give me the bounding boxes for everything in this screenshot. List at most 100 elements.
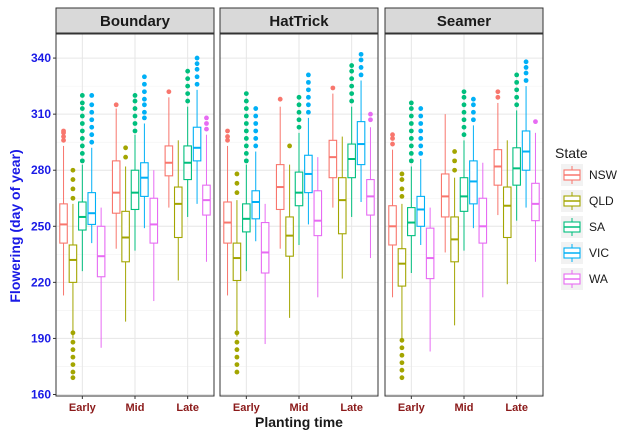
box-wa-mid bbox=[478, 162, 488, 298]
box-iqr bbox=[313, 190, 323, 237]
legend-label: WA bbox=[589, 272, 608, 286]
y-axis: 160 190 220 250 280 310 340 bbox=[31, 51, 56, 402]
outlier-point bbox=[243, 121, 249, 126]
outlier-point bbox=[79, 121, 85, 126]
box-sa-early bbox=[78, 93, 87, 272]
outlier-point bbox=[461, 117, 467, 123]
outlier-point bbox=[70, 362, 76, 367]
outlier-point bbox=[418, 113, 424, 119]
outlier-point bbox=[243, 106, 249, 111]
outlier-point bbox=[89, 132, 95, 138]
box-vic-early bbox=[416, 106, 426, 245]
outlier-point bbox=[399, 177, 405, 182]
x-axis: Early Mid Late Early Mid Late Early Mid Late bbox=[69, 396, 528, 414]
outlier-point bbox=[79, 100, 85, 106]
box-iqr bbox=[425, 227, 435, 280]
outlier-point bbox=[368, 117, 373, 123]
x-tick-label: Mid bbox=[455, 402, 474, 414]
facet-strip bbox=[219, 7, 379, 34]
box-qld-early bbox=[397, 171, 407, 381]
y-tick-label: 160 bbox=[31, 388, 51, 402]
outlier-point bbox=[390, 141, 395, 147]
outlier-point bbox=[349, 68, 355, 74]
y-axis-title: Flowering (day of year) bbox=[7, 149, 23, 302]
outlier-point bbox=[523, 70, 529, 76]
outlier-point bbox=[89, 102, 95, 108]
box-vic-late bbox=[356, 51, 366, 202]
outlier-point bbox=[408, 121, 414, 126]
box-iqr bbox=[111, 160, 121, 214]
outlier-point bbox=[523, 59, 529, 65]
outlier-point bbox=[408, 136, 414, 141]
outlier-point bbox=[142, 89, 147, 95]
box-qld-mid bbox=[121, 145, 130, 322]
outlier-point bbox=[277, 96, 283, 102]
outlier-point bbox=[204, 115, 209, 121]
x-tick-label: Early bbox=[69, 402, 97, 414]
outlier-point bbox=[70, 186, 76, 192]
box-iqr bbox=[512, 147, 521, 186]
outlier-point bbox=[194, 81, 200, 87]
outlier-point bbox=[142, 115, 147, 121]
legend-entry-qld: QLD bbox=[561, 190, 614, 212]
outlier-point bbox=[408, 100, 414, 106]
outlier-point bbox=[194, 61, 200, 67]
y-tick-label: 250 bbox=[31, 219, 51, 233]
outlier-point bbox=[79, 128, 85, 134]
outlier-point bbox=[296, 124, 302, 130]
outlier-point bbox=[89, 139, 95, 145]
facet-hattrick: HatTrick bbox=[219, 7, 379, 397]
box-wa-mid bbox=[149, 170, 159, 302]
outlier-point bbox=[253, 143, 259, 149]
box-iqr bbox=[260, 222, 270, 274]
y-tick-label: 280 bbox=[31, 163, 51, 177]
outlier-point bbox=[70, 375, 76, 381]
outlier-point bbox=[234, 171, 240, 177]
outlier-point bbox=[194, 55, 200, 61]
outlier-point bbox=[399, 375, 405, 381]
outlier-point bbox=[418, 150, 424, 156]
outlier-point bbox=[123, 145, 128, 151]
outlier-point bbox=[243, 91, 249, 96]
box-sa-mid bbox=[459, 89, 469, 251]
box-vic-mid bbox=[140, 74, 149, 229]
outlier-point bbox=[61, 128, 66, 134]
outlier-point bbox=[306, 79, 311, 85]
outlier-point bbox=[461, 132, 467, 138]
outlier-point bbox=[204, 126, 209, 132]
outlier-point bbox=[194, 74, 200, 80]
outlier-point bbox=[132, 93, 138, 98]
outlier-point bbox=[461, 109, 467, 115]
y-tick-label: 190 bbox=[31, 331, 51, 345]
outlier-point bbox=[234, 180, 240, 186]
x-tick-label: Early bbox=[233, 402, 261, 414]
outlier-point bbox=[461, 102, 467, 108]
box-iqr bbox=[347, 143, 356, 179]
x-tick-label: Mid bbox=[290, 402, 309, 414]
box-qld-early bbox=[68, 167, 78, 381]
box-iqr bbox=[531, 182, 540, 222]
outlier-point bbox=[514, 94, 520, 100]
box-nsw-late bbox=[328, 85, 338, 208]
box-iqr bbox=[130, 169, 140, 211]
outlier-point bbox=[70, 369, 76, 375]
outlier-point bbox=[408, 106, 414, 111]
outlier-point bbox=[418, 143, 424, 149]
outlier-point bbox=[399, 337, 405, 343]
outlier-point bbox=[132, 106, 138, 111]
outlier-point bbox=[349, 83, 355, 89]
outlier-point bbox=[452, 167, 457, 173]
box-iqr bbox=[459, 177, 469, 212]
outlier-point bbox=[70, 339, 76, 345]
outlier-point bbox=[132, 113, 138, 119]
legend-entry-vic: VIC bbox=[561, 242, 609, 264]
outlier-point bbox=[408, 150, 414, 156]
box-vic-early bbox=[251, 106, 261, 242]
outlier-point bbox=[296, 94, 302, 100]
box-iqr bbox=[337, 177, 347, 235]
outlier-point bbox=[70, 347, 76, 353]
outlier-point bbox=[495, 89, 501, 95]
box-nsw-mid bbox=[440, 114, 450, 253]
outlier-point bbox=[306, 72, 311, 78]
outlier-point bbox=[225, 134, 230, 139]
